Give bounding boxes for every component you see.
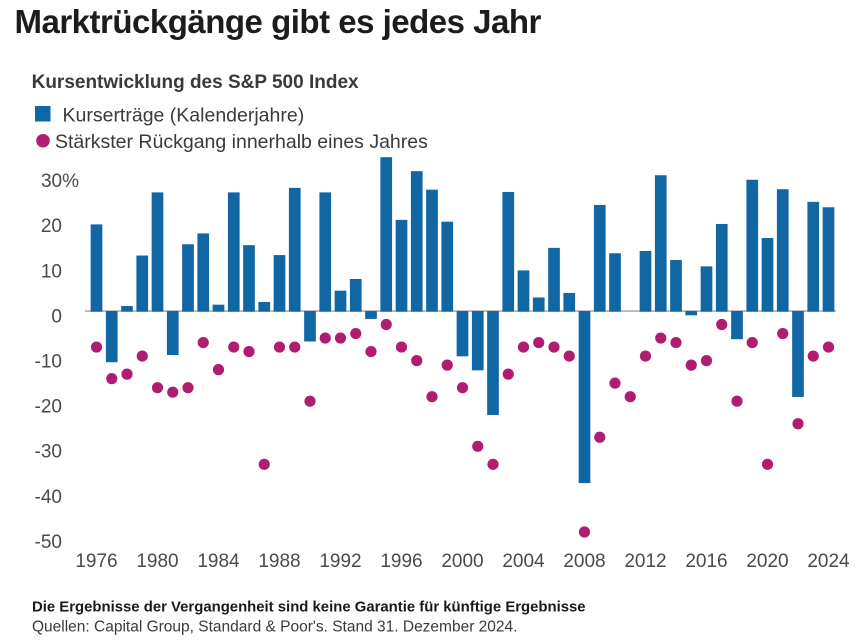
svg-text:1992: 1992 — [319, 551, 361, 572]
svg-text:1996: 1996 — [380, 551, 422, 572]
svg-text:-40: -40 — [35, 487, 62, 508]
svg-text:Kurserträge (Kalenderjahre): Kurserträge (Kalenderjahre) — [63, 105, 305, 127]
svg-text:20: 20 — [41, 216, 62, 237]
svg-text:-10: -10 — [35, 352, 62, 373]
svg-text:1976: 1976 — [75, 551, 117, 572]
svg-text:1980: 1980 — [136, 551, 178, 572]
svg-text:2000: 2000 — [441, 551, 483, 572]
svg-text:-30: -30 — [35, 442, 62, 463]
svg-text:Die Ergebnisse der Vergangenhe: Die Ergebnisse der Vergangenheit sind ke… — [32, 600, 586, 616]
svg-text:2008: 2008 — [563, 551, 605, 572]
svg-text:2024: 2024 — [807, 551, 850, 572]
svg-text:-20: -20 — [35, 397, 62, 418]
svg-text:2020: 2020 — [746, 551, 788, 572]
svg-text:1984: 1984 — [197, 551, 240, 572]
svg-text:2016: 2016 — [685, 551, 727, 572]
svg-text:10: 10 — [41, 261, 62, 282]
svg-text:Stärkster Rückgang innerhalb e: Stärkster Rückgang innerhalb eines Jahre… — [55, 131, 428, 153]
svg-text:2012: 2012 — [624, 551, 666, 572]
svg-text:0: 0 — [51, 306, 62, 327]
svg-text:Marktrückgänge gibt es jedes J: Marktrückgänge gibt es jedes Jahr — [15, 3, 542, 40]
svg-text:Kursentwicklung des S&P 500 In: Kursentwicklung des S&P 500 Index — [32, 72, 359, 93]
svg-text:2004: 2004 — [502, 551, 545, 572]
svg-text:30%: 30% — [41, 171, 79, 192]
svg-text:Quellen: Capital Group, Standa: Quellen: Capital Group, Standard & Poor'… — [32, 619, 517, 636]
svg-text:-50: -50 — [35, 532, 62, 553]
svg-text:1988: 1988 — [258, 551, 300, 572]
